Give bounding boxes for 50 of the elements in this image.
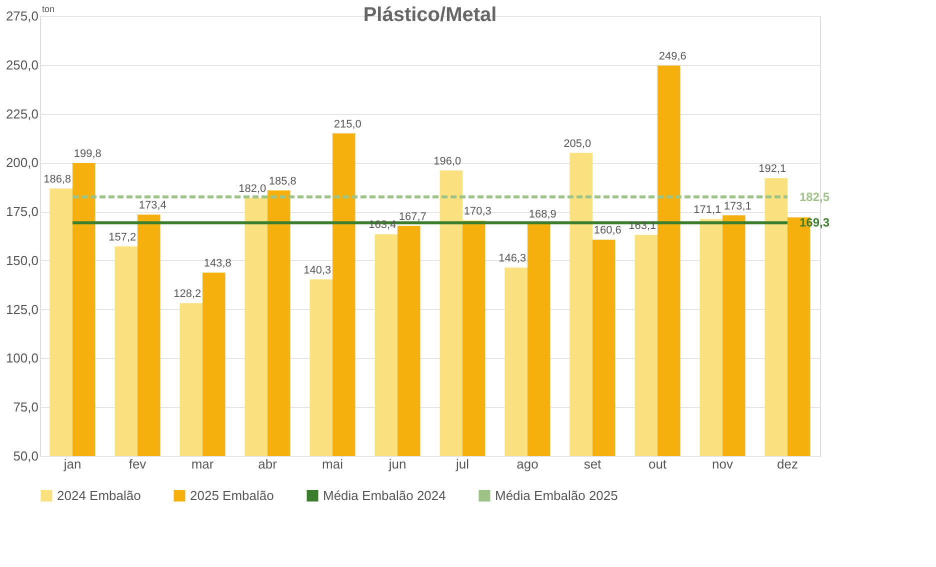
data-label: 171,1 [694, 204, 722, 216]
legend-label: Média Embalão 2024 [323, 488, 446, 503]
data-label: 168,9 [528, 208, 556, 220]
data-label: 199,8 [74, 148, 102, 160]
x-tick-label: fev [128, 456, 147, 472]
data-label: 140,3 [304, 264, 332, 276]
x-tick-label: set [584, 456, 602, 472]
x-tick-label: ago [516, 456, 538, 472]
data-label: 170,3 [464, 206, 492, 218]
data-label: 185,8 [268, 175, 296, 188]
y-tick-label: 175,0 [6, 204, 38, 220]
y-tick-label: 200,0 [6, 155, 38, 170]
y-tick-label: 100,0 [6, 350, 38, 366]
data-label: 128,2 [174, 288, 202, 300]
y-tick-label: 75,0 [13, 400, 38, 415]
y-tick-label: 150,0 [6, 252, 38, 268]
x-tick-label: abr [258, 456, 278, 472]
data-label: 205,0 [564, 138, 592, 150]
x-tick-label: jan [62, 456, 82, 472]
chart-title: Plástico/Metal [363, 4, 497, 26]
legend-label: Média Embalão 2025 [495, 488, 618, 503]
x-tick-label: dez [777, 456, 798, 472]
data-label: 160,6 [594, 224, 622, 237]
data-label: 146,3 [498, 252, 526, 265]
x-tick-label: jun [388, 456, 406, 472]
y-tick-label: 125,0 [6, 302, 38, 317]
y-tick-label: 250,0 [6, 57, 38, 72]
y-tick-label: 275,0 [6, 8, 38, 24]
data-label: 173,1 [724, 200, 752, 212]
data-label: 167,7 [398, 210, 426, 223]
data-label: 249,6 [658, 50, 686, 63]
x-tick-label: mar [191, 456, 214, 472]
x-tick-label: out [648, 456, 667, 472]
data-label: 157,2 [108, 231, 136, 244]
y-tick-label: 225,0 [6, 106, 38, 122]
legend-label: 2025 Embalão [190, 488, 274, 503]
data-label: 182,0 [238, 182, 266, 195]
y-tick-label: 50,0 [13, 448, 38, 464]
data-label: 186,8 [44, 173, 72, 186]
data-label: 192,1 [758, 163, 786, 176]
x-tick-label: mai [322, 456, 344, 472]
x-tick-label: nov [712, 456, 734, 472]
data-label: 173,4 [138, 200, 166, 212]
legend-label: 2024 Embalão [57, 488, 141, 503]
data-label: 196,0 [434, 155, 462, 168]
data-label: 143,8 [204, 258, 232, 270]
x-tick-label: jul [454, 456, 470, 472]
data-label: 215,0 [334, 118, 362, 130]
data-label: 182,5 [800, 190, 830, 204]
text: ton [42, 4, 55, 14]
